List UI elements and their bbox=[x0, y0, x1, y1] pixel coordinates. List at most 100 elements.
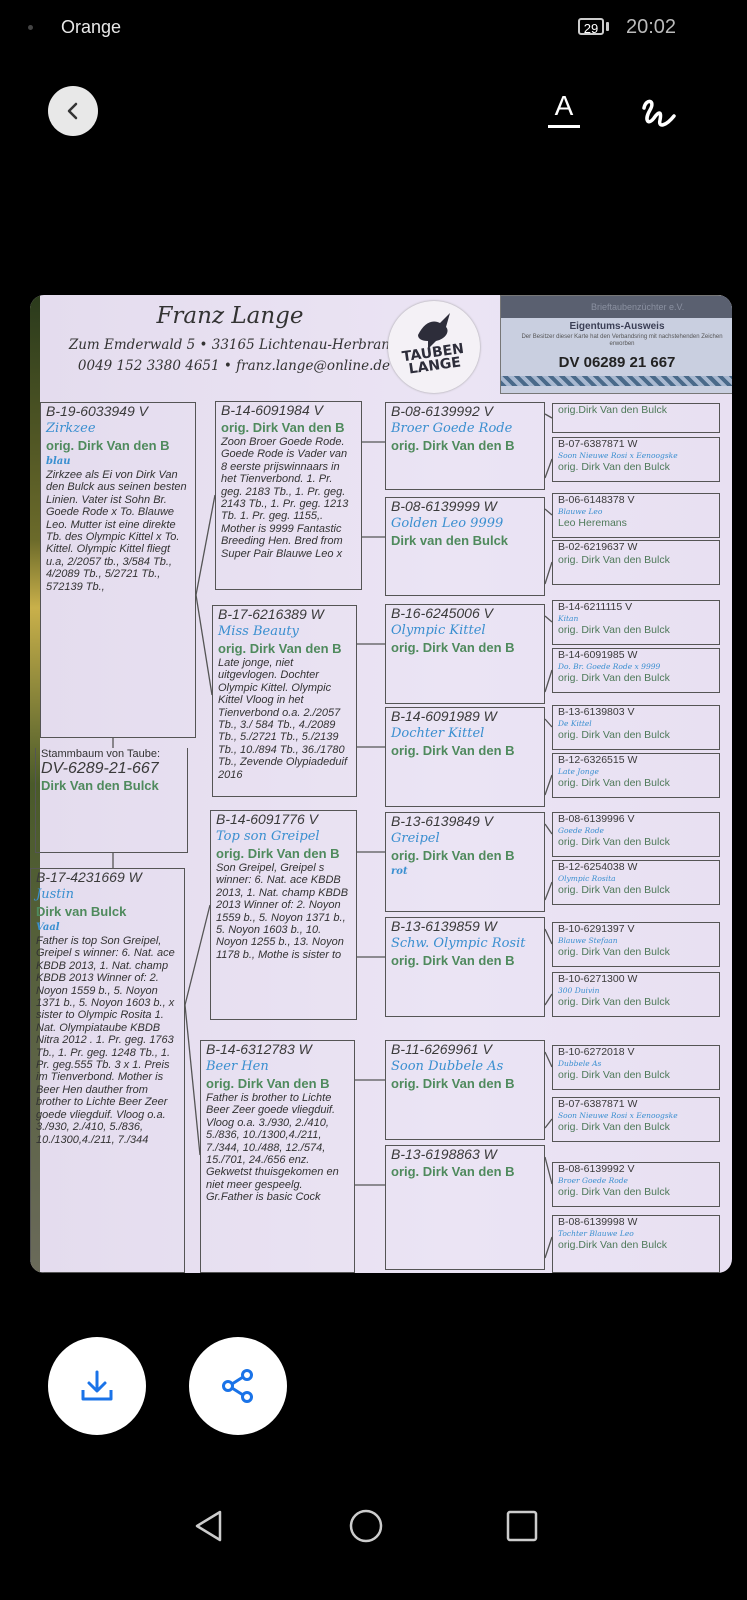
breeder: orig. Dirk Van den B bbox=[391, 953, 515, 968]
pigeon-name: Broer Goede Rode bbox=[558, 1176, 628, 1185]
great-great-grandparent-box: B-12-6254038 W Olympic Rosita orig. Dirk V… bbox=[552, 860, 720, 905]
ring-number: B-13-6139849 V bbox=[391, 813, 493, 829]
ring-number: B-12-6326515 W bbox=[558, 754, 638, 766]
ring-number: B-13-6198863 W bbox=[391, 1146, 497, 1162]
great-grandparent-box: B-11-6269961 V Soon Dubbele As orig. Dirk … bbox=[385, 1040, 545, 1140]
connector-line bbox=[544, 928, 553, 945]
ring-number: B-11-6269961 V bbox=[391, 1041, 492, 1057]
sire-box: B-19-6033949 V Zirkzee orig. Dirk Van den … bbox=[40, 402, 196, 738]
great-grandparent-box: B-08-6139999 W Golden Leo 9999 Dirk van de… bbox=[385, 497, 545, 596]
pigeon-name: De Kittel bbox=[558, 719, 592, 728]
breeder: orig. Dirk Van den Bulck bbox=[558, 461, 670, 473]
ring-number: B-08-6139998 W bbox=[558, 1216, 638, 1228]
breeder: orig. Dirk Van den B bbox=[216, 846, 340, 861]
ring-number: B-02-6219637 W bbox=[558, 541, 638, 553]
pigeon-color: blau bbox=[46, 456, 71, 467]
ring-number: B-07-6387871 W bbox=[558, 1098, 638, 1110]
breeder-address: Zum Emderwald 5 • 33165 Lichtenau-Herbra… bbox=[68, 337, 390, 353]
connector-line bbox=[544, 823, 553, 835]
share-icon bbox=[222, 1369, 253, 1403]
grandparent-box: B-14-6312783 W Beer Hen orig. Dirk Van den… bbox=[200, 1040, 355, 1273]
breeder: orig. Dirk Van den Bulck bbox=[558, 1069, 670, 1081]
subject-label: Stammbaum von Taube: bbox=[41, 748, 161, 760]
pigeon-notes: Father is brother to Lichte Beer Zeer go… bbox=[206, 1092, 339, 1204]
ownership-card: Brieftaubenzüchter e.V. Eigentums-Auswei… bbox=[500, 295, 732, 394]
pigeon-name: Justin bbox=[36, 887, 75, 902]
great-great-grandparent-box: B-08-6139996 V Goede Rode orig. Dirk Van d… bbox=[552, 812, 720, 857]
grandparent-box: B-14-6091984 V orig. Dirk Van den B Zoon B… bbox=[215, 401, 362, 590]
great-great-grandparent-box: B-10-6291397 V Blauwe Stefaan orig. Dirk V… bbox=[552, 922, 720, 967]
great-great-grandparent-box: B-14-6091985 W Do. Br. Goede Rode x 9999 o… bbox=[552, 648, 720, 693]
connector-line bbox=[184, 1004, 201, 1156]
nav-recents-icon[interactable] bbox=[505, 1508, 539, 1544]
download-icon bbox=[81, 1370, 113, 1401]
text-tool-button[interactable]: A bbox=[548, 90, 580, 130]
breeder: orig. Dirk Van den B bbox=[206, 1076, 330, 1091]
nav-back-icon[interactable] bbox=[192, 1508, 226, 1544]
pigeon-name: Golden Leo 9999 bbox=[391, 516, 504, 531]
pigeon-color: Vaal bbox=[36, 922, 60, 933]
pigeon-name: Blauwe Leo bbox=[558, 507, 603, 516]
pigeon-name: Miss Beauty bbox=[218, 624, 299, 639]
ring-number: B-17-6216389 W bbox=[218, 606, 324, 622]
chevron-left-icon bbox=[67, 102, 78, 120]
carrier-label: Orange bbox=[61, 17, 122, 37]
pigeon-name: Olympic Rosita bbox=[558, 874, 616, 883]
breeder: Leo Heremans bbox=[558, 517, 627, 529]
text-underline-icon: A bbox=[554, 90, 574, 121]
ring-number: B-10-6291397 V bbox=[558, 923, 635, 935]
connector-line bbox=[544, 1051, 553, 1068]
download-button[interactable] bbox=[48, 1337, 146, 1435]
breeder: orig. Dirk Van den B bbox=[391, 1076, 515, 1091]
ring-number: B-13-6139859 W bbox=[391, 918, 497, 934]
ring-number: B-16-6245006 V bbox=[391, 605, 493, 621]
breeder: orig. Dirk Van den Bulck bbox=[558, 946, 670, 958]
breeder: orig. Dirk Van den B bbox=[391, 640, 515, 655]
connector-line bbox=[544, 1236, 553, 1259]
back-button[interactable] bbox=[48, 86, 98, 136]
pigeon-notes: Son Greipel, Greipel s winner: 6. Nat. a… bbox=[216, 862, 349, 961]
great-great-grandparent-box: B-10-6272018 V Dubbele As orig. Dirk Van d… bbox=[552, 1045, 720, 1090]
connector-line bbox=[544, 508, 553, 516]
pigeon-name: Beer Hen bbox=[206, 1059, 269, 1074]
breeder: orig. Dirk Van den Bulck bbox=[558, 672, 670, 684]
pigeon-name: Goede Rode bbox=[558, 826, 604, 835]
ring-number: B-07-6387871 W bbox=[558, 438, 638, 450]
ring-number: B-10-6272018 V bbox=[558, 1046, 635, 1058]
ring-number: B-08-6139992 V bbox=[558, 1163, 635, 1175]
pigeon-name: Soon Nieuwe Rosi x Eenoogske bbox=[558, 1111, 678, 1120]
ring-number: B-14-6091985 W bbox=[558, 649, 638, 661]
tauben-lange-logo: TAUBEN LANGE bbox=[388, 301, 480, 393]
subject-breeder: Dirk Van den Bulck bbox=[41, 778, 159, 793]
ring-number: B-14-6091776 V bbox=[216, 811, 318, 827]
great-great-grandparent-box: B-13-6139803 V De Kittel orig. Dirk Van de… bbox=[552, 705, 720, 750]
card-subtitle: Der Besitzer dieser Karte hat den Verban… bbox=[521, 334, 723, 347]
pigeon-name: Soon Dubbele As bbox=[391, 1059, 504, 1074]
ring-number: B-13-6139803 V bbox=[558, 706, 635, 718]
pigeon-name: Broer Goede Rode bbox=[391, 421, 513, 436]
great-grandparent-box: B-13-6139859 W Schw. Olympic Rosit orig. D… bbox=[385, 917, 545, 1017]
ring-number: B-14-6091989 W bbox=[391, 708, 497, 724]
pigeon-name: Blauwe Stefaan bbox=[558, 936, 618, 945]
pigeon-name: Greipel bbox=[391, 831, 440, 846]
great-great-grandparent-box: B-07-6387871 W Soon Nieuwe Rosi x Eenoogs… bbox=[552, 1097, 720, 1142]
subject-box: Stammbaum von Taube: DV-6289-21-667 Dirk V… bbox=[35, 748, 188, 853]
squiggle-draw-icon bbox=[642, 99, 676, 127]
status-time: 20:02 bbox=[626, 16, 677, 38]
pigeon-notes: Zirkzee als Ei von Dirk Van den Bulck au… bbox=[46, 469, 187, 593]
card-association: Brieftaubenzüchter e.V. bbox=[501, 296, 732, 318]
share-button[interactable] bbox=[189, 1337, 287, 1435]
great-great-grandparent-box: B-08-6139992 V Broer Goede Rode orig. Dirk… bbox=[552, 1162, 720, 1207]
draw-tool-button[interactable] bbox=[636, 92, 680, 132]
connector-line bbox=[544, 615, 553, 623]
card-number: DV 06289 21 667 bbox=[558, 354, 676, 371]
connector-line bbox=[544, 774, 553, 796]
pigeon-name: Late Jonge bbox=[558, 767, 599, 776]
subject-ring: DV-6289-21-667 bbox=[41, 760, 159, 777]
pigeon-name: Schw. Olympic Rosit bbox=[391, 936, 526, 951]
breeder: orig. Dirk Van den B bbox=[391, 438, 515, 453]
nav-home-icon[interactable] bbox=[348, 1508, 384, 1544]
pigeon-name: Zirkzee bbox=[46, 421, 96, 436]
great-great-grandparent-box: B-10-6271300 W 300 Duivin orig. Dirk Van d… bbox=[552, 972, 720, 1017]
great-great-grandparent-box: B-12-6326515 W Late Jonge orig. Dirk Van d… bbox=[552, 753, 720, 798]
